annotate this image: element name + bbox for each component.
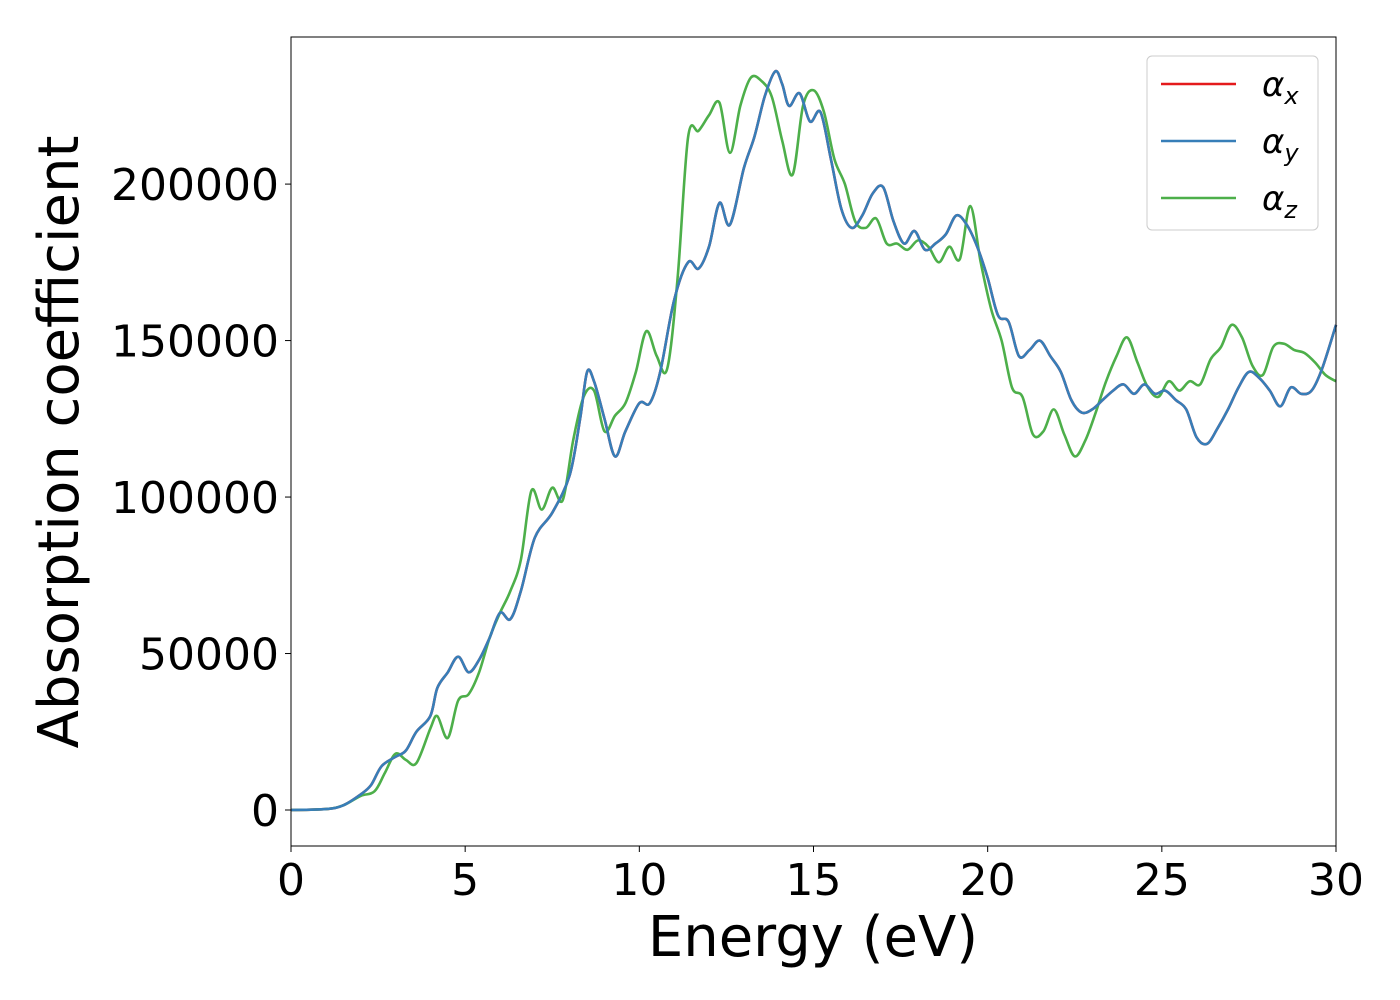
- legend-box: [1146, 55, 1319, 231]
- x-tick-label: 15: [786, 855, 842, 906]
- y-tick-label: 0: [251, 786, 279, 837]
- x-axis-label: Energy (eV): [648, 905, 978, 970]
- legend-label-x: αx: [1262, 65, 1299, 110]
- y-axis-ticks: 0 50000 100000 150000 200000: [111, 160, 291, 837]
- y-tick-label: 200000: [111, 160, 279, 211]
- y-tick-label: 100000: [111, 473, 279, 524]
- series-layer: [290, 69, 1338, 812]
- x-tick-label: 30: [1308, 855, 1364, 906]
- x-tick-label: 20: [960, 855, 1016, 906]
- y-tick-label: 150000: [111, 317, 279, 368]
- series-line-y: [290, 69, 1338, 812]
- x-tick-label: 0: [277, 855, 305, 906]
- x-tick-label: 25: [1134, 855, 1190, 906]
- y-tick-label: 50000: [139, 630, 279, 681]
- legend-label-y: αy: [1262, 122, 1299, 167]
- x-tick-label: 10: [611, 855, 667, 906]
- x-tick-label: 5: [451, 855, 479, 906]
- legend: αx αy αz: [1146, 55, 1319, 231]
- legend-label-z: αz: [1262, 179, 1298, 224]
- x-axis-ticks: 0 5 10 15 20 25 30: [277, 846, 1364, 906]
- y-axis-label: Absorption coefficient: [27, 136, 92, 749]
